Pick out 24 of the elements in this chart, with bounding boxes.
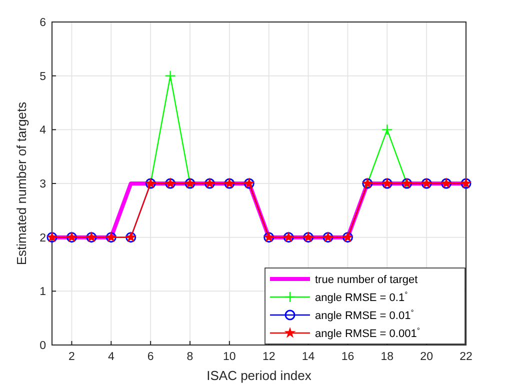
x-tick-label: 16	[341, 351, 354, 363]
y-tick-label: 6	[40, 17, 46, 29]
x-tick-label: 6	[147, 351, 154, 363]
y-tick-label: 1	[40, 286, 46, 298]
x-tick-label: 20	[420, 351, 433, 363]
x-tick-label: 4	[108, 351, 115, 363]
x-tick-label: 12	[262, 351, 276, 363]
legend-label: true number of target	[315, 274, 418, 286]
x-tick-label: 14	[302, 351, 316, 363]
y-tick-label: 2	[40, 232, 46, 244]
x-axis-title: ISAC period index	[206, 368, 312, 383]
y-tick-label: 5	[40, 70, 46, 83]
legend-label: angle RMSE = 0.1$^{°}$	[315, 290, 408, 304]
y-axis-title: Estimated number of targets	[14, 101, 29, 266]
x-tick-label: 2	[68, 351, 75, 363]
legend-label: angle RMSE = 0.01$^{°}$	[315, 308, 414, 322]
legend-label: angle RMSE = 0.001$^{°}$	[315, 326, 420, 340]
y-tick-label: 0	[40, 340, 46, 352]
y-tick-label: 3	[40, 178, 46, 190]
x-tick-label: 10	[223, 351, 236, 363]
x-tick-label: 8	[186, 351, 194, 363]
y-tick-label: 4	[40, 124, 47, 137]
x-tick-label: 18	[380, 351, 394, 363]
x-tick-label: 22	[460, 351, 472, 363]
